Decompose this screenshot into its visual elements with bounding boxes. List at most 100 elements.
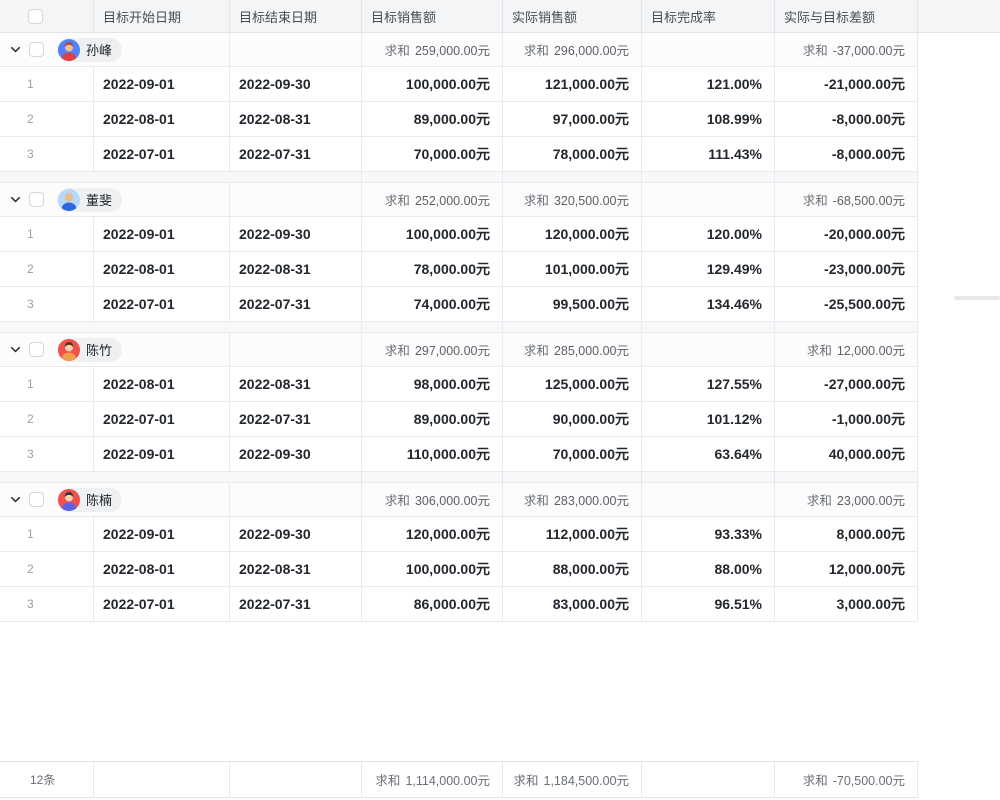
cell-target-sales[interactable]: 70,000.00元 <box>362 137 503 171</box>
cell-actual-sales[interactable]: 101,000.00元 <box>503 252 642 286</box>
column-header-start-date[interactable]: 目标开始日期 <box>94 0 230 32</box>
cell-target-diff[interactable]: -25,500.00元 <box>775 287 918 321</box>
cell-start-date[interactable]: 2022-07-01 <box>94 587 230 621</box>
group-sum-diff[interactable]: 求和 -37,000.00元 <box>775 33 918 66</box>
row-number-cell[interactable]: 1 <box>0 217 94 251</box>
row-number-cell[interactable]: 2 <box>0 402 94 436</box>
cell-completion-rate[interactable]: 127.55% <box>642 367 775 401</box>
cell-end-date[interactable]: 2022-08-31 <box>230 367 362 401</box>
person-pill[interactable]: 陈竹 <box>57 337 123 362</box>
cell-start-date[interactable]: 2022-08-01 <box>94 367 230 401</box>
group-sum-actual[interactable]: 求和 296,000.00元 <box>503 33 642 66</box>
cell-target-diff[interactable]: -21,000.00元 <box>775 67 918 101</box>
cell-end-date[interactable]: 2022-09-30 <box>230 437 362 471</box>
cell-actual-sales[interactable]: 112,000.00元 <box>503 517 642 551</box>
cell-completion-rate[interactable]: 129.49% <box>642 252 775 286</box>
row-number-cell[interactable]: 1 <box>0 67 94 101</box>
footer-sum-diff[interactable]: 求和 -70,500.00元 <box>775 762 918 797</box>
cell-end-date[interactable]: 2022-07-31 <box>230 402 362 436</box>
cell-start-date[interactable]: 2022-08-01 <box>94 252 230 286</box>
cell-target-diff[interactable]: 12,000.00元 <box>775 552 918 586</box>
group-sum-diff[interactable]: 求和 23,000.00元 <box>775 483 918 516</box>
select-all-checkbox[interactable] <box>28 8 43 24</box>
cell-end-date[interactable]: 2022-09-30 <box>230 517 362 551</box>
cell-start-date[interactable]: 2022-09-01 <box>94 517 230 551</box>
group-checkbox[interactable] <box>29 342 44 357</box>
cell-target-sales[interactable]: 89,000.00元 <box>362 102 503 136</box>
cell-target-sales[interactable]: 89,000.00元 <box>362 402 503 436</box>
person-pill[interactable]: 陈楠 <box>57 487 123 512</box>
cell-completion-rate[interactable]: 93.33% <box>642 517 775 551</box>
group-sum-target[interactable]: 求和 306,000.00元 <box>362 483 503 516</box>
row-number-cell[interactable]: 2 <box>0 552 94 586</box>
cell-target-diff[interactable]: -8,000.00元 <box>775 102 918 136</box>
group-sum-diff[interactable]: 求和 -68,500.00元 <box>775 183 918 216</box>
group-checkbox[interactable] <box>29 42 44 57</box>
column-header-target-diff[interactable]: 实际与目标差额 <box>775 0 918 32</box>
cell-target-diff[interactable]: -20,000.00元 <box>775 217 918 251</box>
cell-target-sales[interactable]: 100,000.00元 <box>362 67 503 101</box>
cell-start-date[interactable]: 2022-07-01 <box>94 402 230 436</box>
row-number-cell[interactable]: 2 <box>0 252 94 286</box>
footer-sum-actual[interactable]: 求和 1,184,500.00元 <box>503 762 642 797</box>
cell-completion-rate[interactable]: 120.00% <box>642 217 775 251</box>
cell-actual-sales[interactable]: 90,000.00元 <box>503 402 642 436</box>
chevron-down-icon[interactable] <box>9 193 22 206</box>
cell-completion-rate[interactable]: 121.00% <box>642 67 775 101</box>
cell-end-date[interactable]: 2022-08-31 <box>230 252 362 286</box>
cell-completion-rate[interactable]: 134.46% <box>642 287 775 321</box>
horizontal-scrollbar-thumb[interactable] <box>954 296 1000 300</box>
cell-actual-sales[interactable]: 78,000.00元 <box>503 137 642 171</box>
cell-target-diff[interactable]: -27,000.00元 <box>775 367 918 401</box>
group-sum-actual[interactable]: 求和 285,000.00元 <box>503 333 642 366</box>
group-checkbox[interactable] <box>29 192 44 207</box>
group-sum-target[interactable]: 求和 259,000.00元 <box>362 33 503 66</box>
cell-target-sales[interactable]: 78,000.00元 <box>362 252 503 286</box>
cell-actual-sales[interactable]: 70,000.00元 <box>503 437 642 471</box>
cell-target-diff[interactable]: -1,000.00元 <box>775 402 918 436</box>
cell-end-date[interactable]: 2022-08-31 <box>230 102 362 136</box>
group-sum-target[interactable]: 求和 252,000.00元 <box>362 183 503 216</box>
cell-completion-rate[interactable]: 96.51% <box>642 587 775 621</box>
row-number-cell[interactable]: 3 <box>0 587 94 621</box>
cell-actual-sales[interactable]: 120,000.00元 <box>503 217 642 251</box>
cell-actual-sales[interactable]: 121,000.00元 <box>503 67 642 101</box>
cell-start-date[interactable]: 2022-09-01 <box>94 437 230 471</box>
cell-completion-rate[interactable]: 63.64% <box>642 437 775 471</box>
cell-end-date[interactable]: 2022-07-31 <box>230 137 362 171</box>
cell-target-sales[interactable]: 100,000.00元 <box>362 552 503 586</box>
cell-target-diff[interactable]: 3,000.00元 <box>775 587 918 621</box>
cell-target-diff[interactable]: -8,000.00元 <box>775 137 918 171</box>
group-sum-actual[interactable]: 求和 320,500.00元 <box>503 183 642 216</box>
row-number-cell[interactable]: 3 <box>0 437 94 471</box>
cell-start-date[interactable]: 2022-08-01 <box>94 102 230 136</box>
cell-target-sales[interactable]: 110,000.00元 <box>362 437 503 471</box>
cell-start-date[interactable]: 2022-08-01 <box>94 552 230 586</box>
cell-target-diff[interactable]: 8,000.00元 <box>775 517 918 551</box>
row-number-cell[interactable]: 1 <box>0 367 94 401</box>
column-header-end-date[interactable]: 目标结束日期 <box>230 0 362 32</box>
group-sum-target[interactable]: 求和 297,000.00元 <box>362 333 503 366</box>
cell-target-sales[interactable]: 74,000.00元 <box>362 287 503 321</box>
cell-actual-sales[interactable]: 97,000.00元 <box>503 102 642 136</box>
chevron-down-icon[interactable] <box>9 343 22 356</box>
cell-completion-rate[interactable]: 111.43% <box>642 137 775 171</box>
cell-actual-sales[interactable]: 83,000.00元 <box>503 587 642 621</box>
column-header-actual-sales[interactable]: 实际销售额 <box>503 0 642 32</box>
cell-target-sales[interactable]: 100,000.00元 <box>362 217 503 251</box>
cell-actual-sales[interactable]: 99,500.00元 <box>503 287 642 321</box>
cell-completion-rate[interactable]: 108.99% <box>642 102 775 136</box>
cell-target-diff[interactable]: -23,000.00元 <box>775 252 918 286</box>
cell-end-date[interactable]: 2022-09-30 <box>230 67 362 101</box>
column-header-target-sales[interactable]: 目标销售额 <box>362 0 503 32</box>
cell-actual-sales[interactable]: 125,000.00元 <box>503 367 642 401</box>
cell-start-date[interactable]: 2022-07-01 <box>94 287 230 321</box>
column-header-completion-rate[interactable]: 目标完成率 <box>642 0 775 32</box>
person-pill[interactable]: 董斐 <box>57 187 123 212</box>
cell-end-date[interactable]: 2022-07-31 <box>230 587 362 621</box>
cell-completion-rate[interactable]: 88.00% <box>642 552 775 586</box>
person-pill[interactable]: 孙峰 <box>57 37 123 62</box>
chevron-down-icon[interactable] <box>9 43 22 56</box>
group-checkbox[interactable] <box>29 492 44 507</box>
row-number-cell[interactable]: 3 <box>0 137 94 171</box>
